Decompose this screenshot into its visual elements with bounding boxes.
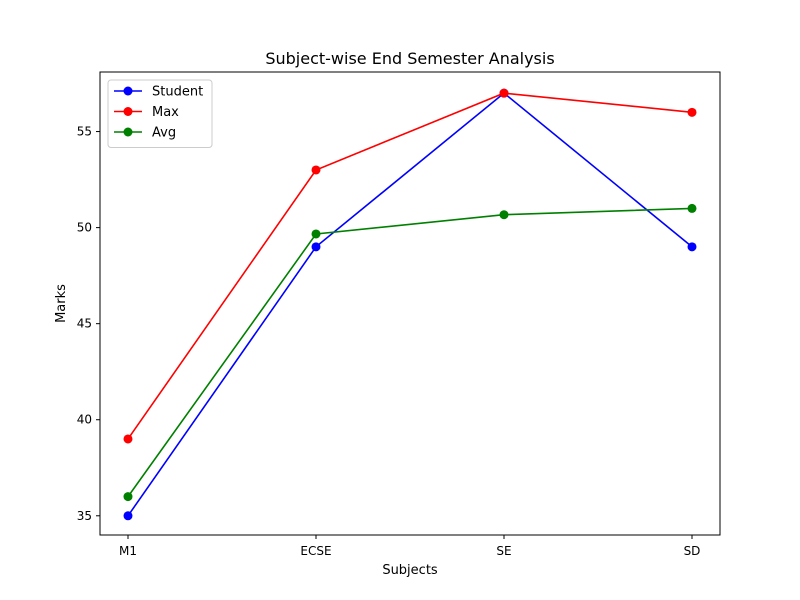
y-tick-label: 55 [77, 125, 92, 139]
x-tick-label: M1 [119, 544, 137, 558]
data-point-max [499, 88, 509, 98]
chart-title: Subject-wise End Semester Analysis [265, 49, 554, 68]
legend-marker-avg [123, 127, 133, 137]
y-tick-label: 45 [77, 317, 92, 331]
y-axis: 35 40 45 50 55 [77, 125, 100, 523]
y-tick-label: 35 [77, 509, 92, 523]
x-tick-label: SD [684, 544, 701, 558]
series-markers [123, 88, 697, 521]
legend-label-student: Student [152, 85, 203, 100]
legend-label-avg: Avg [152, 126, 176, 141]
data-point-max [123, 434, 133, 444]
legend-marker-max [123, 107, 133, 116]
x-tick-label: SE [496, 544, 511, 558]
series-line-student [127, 92, 693, 517]
x-axis: M1 ECSE SE SD [119, 535, 700, 558]
series-line-max [127, 92, 693, 440]
series-lines [127, 92, 693, 517]
data-point-avg [499, 210, 509, 220]
data-point-max [687, 107, 697, 117]
legend-box [107, 79, 213, 148]
data-point-avg [123, 492, 133, 502]
legend: Student Max Avg [107, 79, 213, 148]
data-point-avg [687, 203, 697, 213]
y-tick-label: 50 [77, 221, 92, 235]
x-tick-label: ECSE [300, 544, 331, 558]
data-point-student [311, 242, 321, 252]
data-point-avg [311, 229, 321, 239]
legend-label-max: Max [152, 105, 179, 120]
y-axis-label: Marks [54, 284, 69, 323]
data-point-max [311, 165, 321, 175]
axes-frame [99, 71, 721, 536]
legend-marker-student [123, 86, 133, 96]
x-axis-label: Subjects [382, 563, 438, 578]
data-point-student [123, 511, 133, 521]
series-line-avg [127, 207, 693, 498]
data-point-student [687, 242, 697, 252]
y-tick-label: 40 [77, 413, 92, 427]
